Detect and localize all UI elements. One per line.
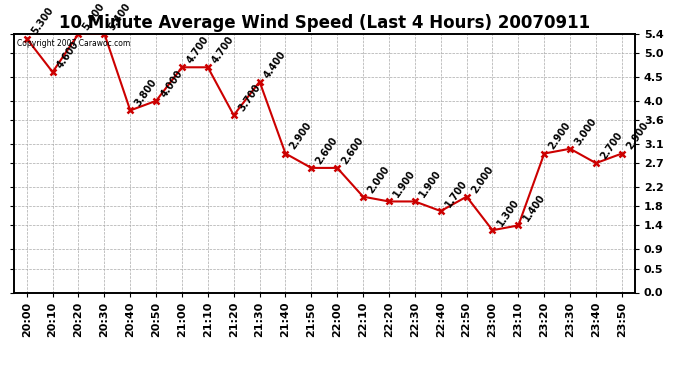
Text: 2.600: 2.600 bbox=[314, 135, 339, 166]
Text: 2.600: 2.600 bbox=[340, 135, 366, 166]
Text: 1.400: 1.400 bbox=[521, 193, 546, 224]
Text: 4.700: 4.700 bbox=[210, 34, 236, 65]
Text: 2.000: 2.000 bbox=[469, 164, 495, 195]
Text: 4.400: 4.400 bbox=[262, 49, 288, 80]
Text: Copyright 2007 Carawoc.com: Copyright 2007 Carawoc.com bbox=[17, 39, 130, 48]
Text: 3.800: 3.800 bbox=[133, 78, 159, 108]
Text: 2.900: 2.900 bbox=[288, 121, 314, 152]
Text: 2.900: 2.900 bbox=[624, 121, 650, 152]
Text: 4.000: 4.000 bbox=[159, 68, 184, 99]
Title: 10 Minute Average Wind Speed (Last 4 Hours) 20070911: 10 Minute Average Wind Speed (Last 4 Hou… bbox=[59, 14, 590, 32]
Text: 2.000: 2.000 bbox=[366, 164, 391, 195]
Text: 1.300: 1.300 bbox=[495, 197, 521, 228]
Text: 3.700: 3.700 bbox=[236, 82, 262, 113]
Text: 5.400: 5.400 bbox=[107, 1, 132, 32]
Text: 2.700: 2.700 bbox=[599, 130, 624, 161]
Text: 1.900: 1.900 bbox=[392, 169, 417, 200]
Text: 4.600: 4.600 bbox=[55, 39, 81, 70]
Text: 2.900: 2.900 bbox=[547, 121, 573, 152]
Text: 1.700: 1.700 bbox=[444, 178, 469, 209]
Text: 4.700: 4.700 bbox=[185, 34, 210, 65]
Text: 5.400: 5.400 bbox=[81, 1, 107, 32]
Text: 5.300: 5.300 bbox=[29, 6, 55, 37]
Text: 3.000: 3.000 bbox=[573, 116, 598, 147]
Text: 1.900: 1.900 bbox=[417, 169, 443, 200]
